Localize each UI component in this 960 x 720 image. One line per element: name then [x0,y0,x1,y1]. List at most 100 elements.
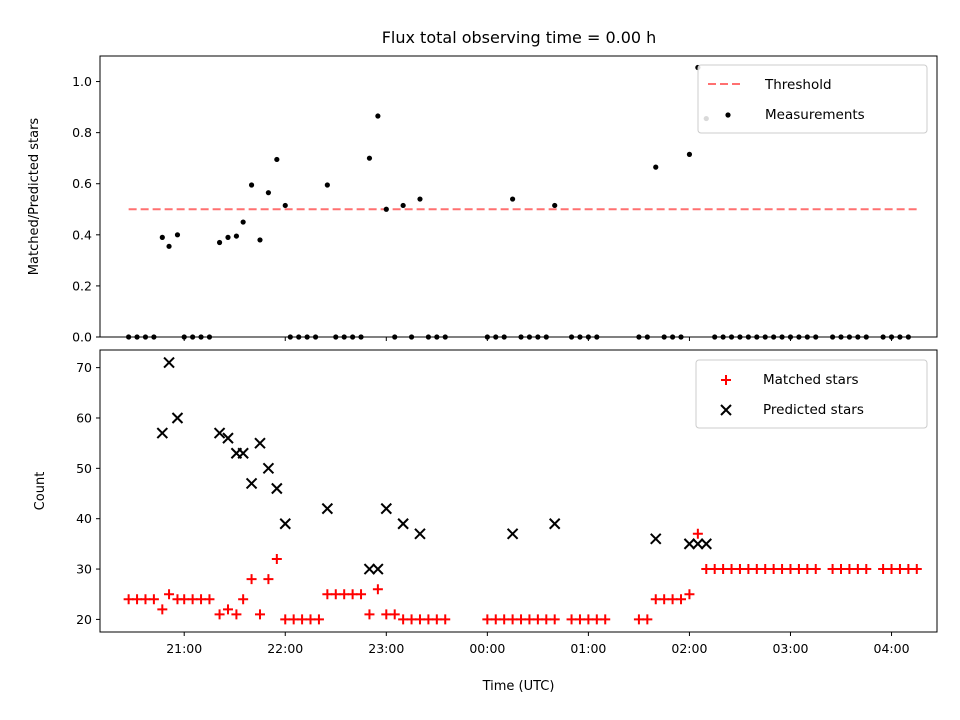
measurement-point [594,334,600,340]
measurement-point [526,334,533,340]
matched-star-point [701,564,712,575]
measurement-point [358,334,364,340]
y-tick-label: 60 [76,410,92,425]
measurement-point [296,334,302,340]
y-tick-label: 0.6 [72,176,92,191]
predicted-star-point [414,528,426,540]
measurement-point [484,334,490,340]
measurement-point [543,334,549,340]
y-tick-label: 50 [76,461,92,476]
matched-star-point [339,589,350,600]
measurement-point [737,334,743,340]
measurement-point [206,334,213,340]
x-tick-label: 23:00 [368,641,404,656]
matched-star-point [254,609,265,620]
matched-star-point [911,564,922,575]
measurement-point [644,334,650,340]
matched-star-point [214,609,225,620]
matched-star-point [507,614,518,625]
chart-title: Flux total observing time = 0.00 h [382,28,657,47]
measurement-point [126,334,132,340]
matched-star-point [827,564,838,575]
predicted-star-point [156,427,169,439]
matched-star-point [263,574,274,585]
measurement-point [728,334,735,340]
measurement-point [880,334,886,340]
matched-star-point [684,589,695,600]
matched-star-point [524,614,535,625]
predicted-star-point [397,518,409,530]
measurement-point [248,182,255,188]
measurement-point [771,334,777,340]
matched-star-point [347,589,358,600]
measurement-point [151,334,157,340]
legend-matched-label: Matched stars [763,372,859,388]
measurement-point [341,334,347,340]
y-axis-label: Count [33,472,48,511]
matched-star-point [123,594,134,605]
measurement-point [442,334,448,340]
measurement-point [434,334,440,340]
matched-star-point [499,614,510,625]
predicted-star-point [213,427,226,439]
matched-star-point [768,564,779,575]
bottom-panel: 20 30 40 50 60 70 21:00 22:00 23:00 00:00 01:00 02:… [33,349,938,694]
measurement-point [174,232,181,238]
measurement-point [661,334,667,340]
measurement-point [855,334,861,340]
matched-star-point [196,594,207,605]
measurement-point [897,334,903,340]
measurement-point [400,202,406,209]
matched-star-point [204,594,215,605]
matched-star-point [709,564,720,575]
predicted-star-point [380,502,393,515]
measurement-point [568,334,575,340]
measurement-point [762,334,768,340]
measurement-point [779,334,785,340]
matched-star-point [313,614,324,625]
legend-measurement-label: Measurements [765,107,865,123]
measurement-point [225,234,231,240]
y-tick-label: 40 [76,511,92,526]
measurement-point [787,334,794,340]
y-tick-label: 70 [76,360,92,375]
measurement-point [653,164,659,170]
predicted-star-point [363,563,376,575]
matched-star-point [734,564,745,575]
y-tick-label: 20 [76,612,92,627]
bottom-plot-frame [99,349,938,633]
matched-star-point [676,594,687,605]
matched-star-point [600,614,611,625]
measurement-point [274,156,280,163]
measurement-point [754,334,760,340]
measurement-point [577,334,583,340]
matched-star-point [566,614,577,625]
matched-star-point [692,528,703,539]
matched-star-point [179,594,190,605]
matched-star-point [903,564,914,575]
matched-star-point [372,584,383,595]
matched-star-point [777,564,788,575]
measurement-point [669,334,676,340]
measurement-point [829,334,836,340]
y-tick-label: 0.4 [72,227,92,242]
measurement-point [240,219,246,225]
measurement-point [501,334,507,340]
predicted-star-point [163,356,175,369]
matched-star-point [894,564,905,575]
predicted-star-point [321,502,334,515]
x-axis-label: Time (UTC) [482,679,555,694]
matched-star-point [886,564,897,575]
measurement-point [282,202,288,209]
matched-star-point [861,564,872,575]
predicted-star-point [372,563,384,575]
matched-star-point [802,564,813,575]
matched-star-point [398,614,409,625]
matched-star-point [140,594,151,605]
measurement-point [142,334,149,340]
matched-star-point [330,589,341,600]
predicted-star-point [271,482,283,495]
x-tick-label: 03:00 [772,641,808,656]
matched-star-point [381,609,392,620]
matched-star-point [793,564,804,575]
